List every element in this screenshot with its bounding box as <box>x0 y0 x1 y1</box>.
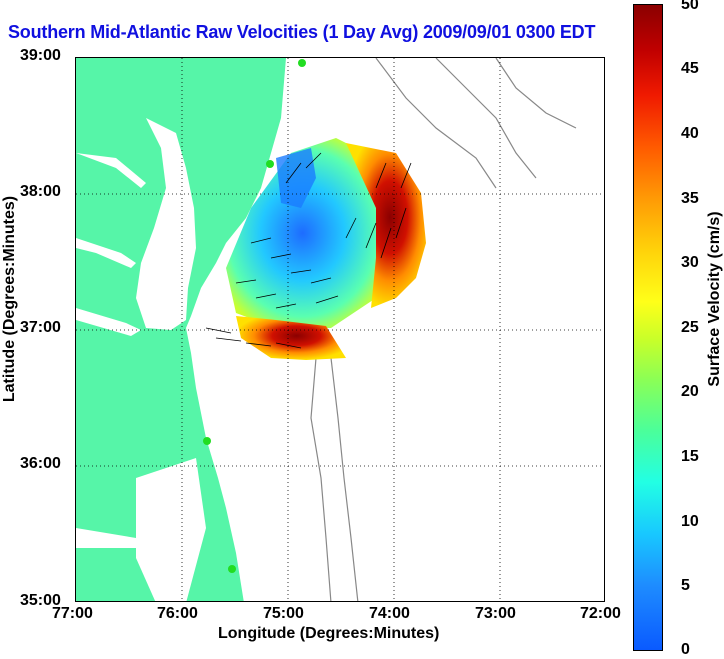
chesapeake-bay <box>136 118 196 330</box>
station-marker <box>203 437 211 445</box>
station-marker <box>298 59 306 67</box>
y-tick: 36:00 <box>20 455 61 472</box>
colorbar-tick: 50 <box>681 0 699 13</box>
station-marker <box>266 160 274 168</box>
bathymetry-contour <box>300 327 332 601</box>
velocity-field-south <box>236 316 346 360</box>
x-tick: 74:00 <box>369 605 410 622</box>
velocity-field-warm <box>346 143 426 308</box>
x-tick: 77:00 <box>52 605 93 622</box>
colorbar-tick: 45 <box>681 60 699 77</box>
velocity-arrows <box>205 152 412 349</box>
y-axis-label: Latitude (Degrees:Minutes) <box>1 195 18 403</box>
y-tick: 38:00 <box>20 183 61 200</box>
x-tick: 73:00 <box>475 605 516 622</box>
colorbar-tick: 40 <box>681 125 699 142</box>
map-canvas <box>76 58 604 601</box>
y-tick: 35:00 <box>20 592 61 609</box>
colorbar-tick: 0 <box>681 641 690 658</box>
x-tick: 72:00 <box>580 605 621 622</box>
colorbar <box>633 4 663 651</box>
colorbar-tick: 10 <box>681 513 699 530</box>
velocity-field-cool <box>226 138 396 328</box>
colorbar-tick: 20 <box>681 383 699 400</box>
x-tick: 76:00 <box>157 605 198 622</box>
grid-lines <box>76 58 604 601</box>
colorbar-tick: 15 <box>681 448 699 465</box>
y-tick: 39:00 <box>20 47 61 64</box>
map-title: Southern Mid-Atlantic Raw Velocities (1 … <box>8 22 596 42</box>
colorbar-tick: 35 <box>681 190 699 207</box>
colorbar-label: Surface Velocity (cm/s) <box>706 211 723 387</box>
colorbar-tick: 25 <box>681 319 699 336</box>
x-tick: 75:00 <box>263 605 304 622</box>
station-marker <box>228 565 236 573</box>
colorbar-tick: 30 <box>681 254 699 271</box>
colorbar-tick: 5 <box>681 577 690 594</box>
x-axis-label: Longitude (Degrees:Minutes) <box>218 625 440 642</box>
y-tick: 37:00 <box>20 319 61 336</box>
velocity-map <box>75 57 605 602</box>
